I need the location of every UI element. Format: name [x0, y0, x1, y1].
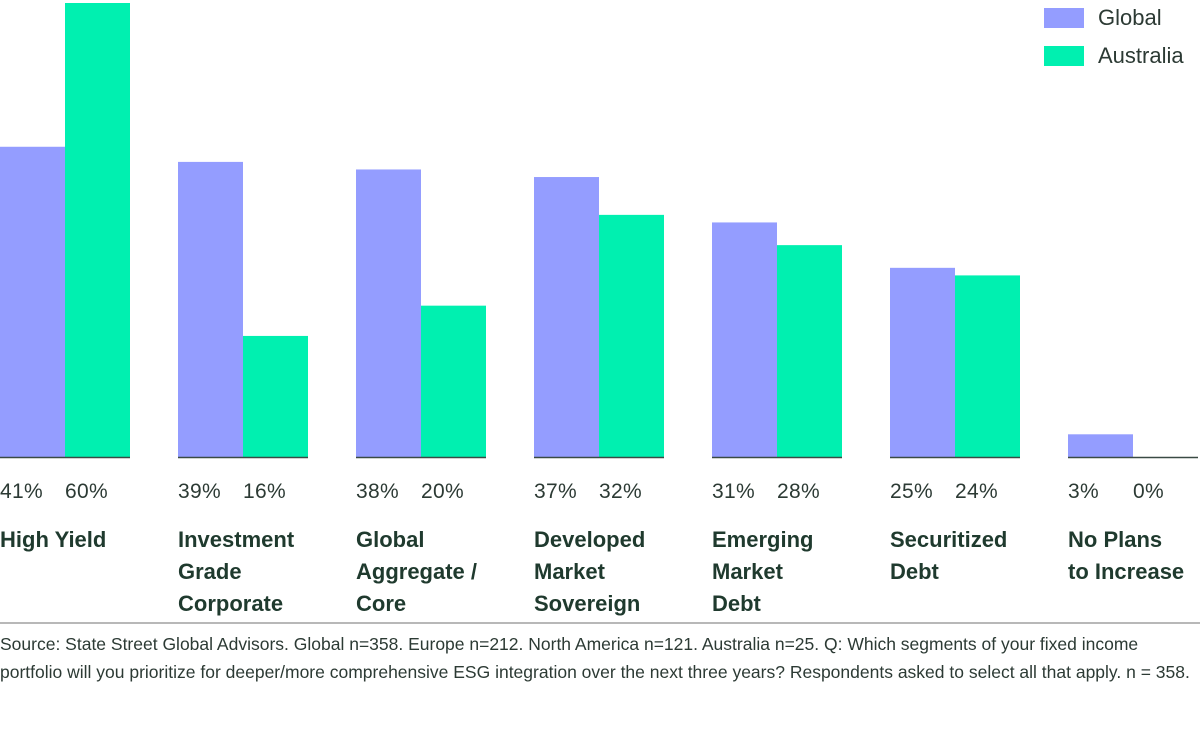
value-label-australia: 28% [777, 480, 820, 503]
value-label-australia: 20% [421, 480, 464, 503]
bar-chart [0, 3, 1198, 459]
bar-global-emerging-market-debt [712, 222, 777, 457]
value-label-australia: 16% [243, 480, 286, 503]
bar-australia-emerging-market-debt [777, 245, 842, 457]
category-label: Investment Grade Corporate [178, 527, 295, 616]
bar-australia-investment-grade-corporate [243, 335, 308, 457]
category-label: Emerging Market Debt [712, 527, 814, 616]
category-group-securitized-debt: 25% 24% Securitized Debt [890, 480, 1068, 588]
value-labels: 39% 16% [178, 480, 356, 508]
value-label-global: 25% [890, 480, 933, 503]
category-label: Securitized Debt [890, 527, 1008, 584]
bar-australia-developed-market-sovereign [599, 214, 664, 457]
category-group-high-yield: 41% 60% High Yield [0, 480, 178, 556]
legend-label-global: Global [1098, 5, 1162, 30]
value-labels: 3% 0% [1068, 480, 1200, 508]
bar-australia-global-aggregate-core [421, 305, 486, 457]
category-label: Developed Market Sovereign [534, 527, 646, 616]
category-group-investment-grade-corporate: 39% 16% Investment Grade Corporate [178, 480, 356, 620]
value-labels: 41% 60% [0, 480, 178, 508]
category-group-no-plans-to-increase: 3% 0% No Plans to Increase [1068, 480, 1200, 588]
bar-global-high-yield [0, 146, 65, 457]
bar-australia-high-yield [65, 3, 130, 457]
legend-item-global: Global [1044, 0, 1184, 36]
bar-global-developed-market-sovereign [534, 177, 599, 458]
source-note: Source: State Street Global Advisors. Gl… [0, 634, 1190, 682]
bar-australia-securitized-debt [955, 275, 1020, 457]
footer-divider [0, 622, 1200, 624]
category-label: No Plans to Increase [1068, 527, 1185, 584]
value-label-australia: 0% [1133, 480, 1164, 503]
value-label-australia: 60% [65, 480, 108, 503]
value-label-global: 37% [534, 480, 577, 503]
value-label-australia: 24% [955, 480, 998, 503]
category-group-emerging-market-debt: 31% 28% Emerging Market Debt [712, 480, 890, 620]
category-group-global-aggregate-core: 38% 20% Global Aggregate / Core [356, 480, 534, 620]
value-label-global: 31% [712, 480, 755, 503]
value-label-australia: 32% [599, 480, 642, 503]
category-label: Global Aggregate / Core [356, 527, 478, 616]
chart-legend: Global Australia [1044, 0, 1184, 76]
bar-global-global-aggregate-core [356, 169, 421, 457]
legend-swatch-global [1044, 8, 1084, 28]
category-label: High Yield [0, 527, 107, 552]
value-label-global: 41% [0, 480, 43, 503]
legend-item-australia: Australia [1044, 38, 1184, 74]
value-label-global: 39% [178, 480, 221, 503]
bar-global-no-plans-to-increase [1068, 434, 1133, 457]
value-labels: 25% 24% [890, 480, 1068, 508]
category-group-developed-market-sovereign: 37% 32% Developed Market Sovereign [534, 480, 712, 620]
value-label-global: 3% [1068, 480, 1099, 503]
legend-swatch-australia [1044, 46, 1084, 66]
bar-global-securitized-debt [890, 267, 955, 457]
legend-label-australia: Australia [1098, 43, 1184, 68]
bar-global-investment-grade-corporate [178, 161, 243, 457]
value-labels: 37% 32% [534, 480, 712, 508]
value-label-global: 38% [356, 480, 399, 503]
value-labels: 31% 28% [712, 480, 890, 508]
value-labels: 38% 20% [356, 480, 534, 508]
